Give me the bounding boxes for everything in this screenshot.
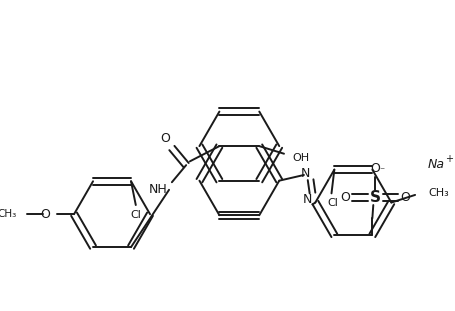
Text: CH₃: CH₃ [0,209,17,219]
Text: N: N [301,167,310,179]
Text: ⁻: ⁻ [379,166,384,176]
Text: +: + [445,155,454,165]
Text: CH₃: CH₃ [429,188,449,198]
Text: Cl: Cl [327,198,338,208]
Text: S: S [370,190,381,205]
Text: O: O [370,162,380,175]
Text: NH: NH [148,183,167,196]
Text: O: O [401,191,410,204]
Text: N: N [303,193,313,206]
Text: O: O [40,208,51,221]
Text: Cl: Cl [130,210,141,220]
Text: O: O [160,132,170,145]
Text: O: O [340,191,350,204]
Text: Na: Na [427,158,445,171]
Text: OH: OH [293,152,310,163]
